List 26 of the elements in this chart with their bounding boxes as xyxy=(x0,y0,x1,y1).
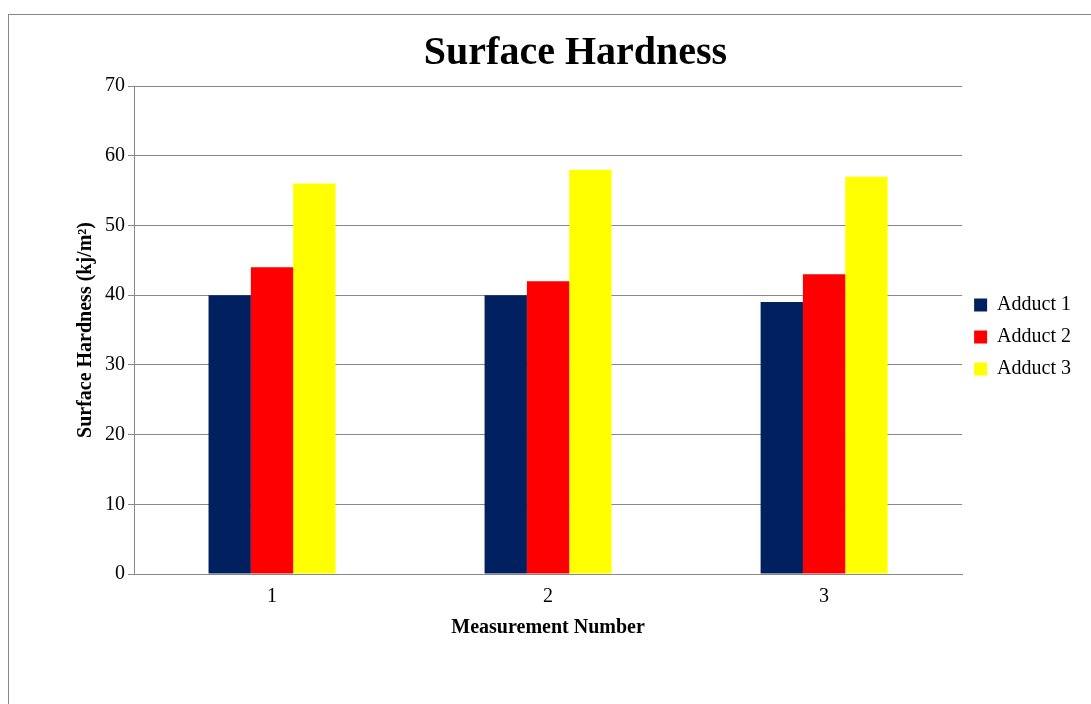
x-axis-title: Measurement Number xyxy=(451,615,645,638)
legend-label: Adduct 2 xyxy=(997,324,1072,347)
y-tick-label: 50 xyxy=(105,212,125,235)
bar xyxy=(802,274,846,574)
y-tick-label: 30 xyxy=(105,352,125,375)
y-tick-label: 20 xyxy=(105,421,125,444)
bar xyxy=(760,302,803,574)
bar xyxy=(569,169,612,574)
bar xyxy=(250,267,294,574)
x-tick-label: 1 xyxy=(267,584,278,607)
bar xyxy=(845,176,888,574)
x-tick-label: 2 xyxy=(543,584,554,607)
y-tick-label: 10 xyxy=(105,491,125,514)
bar xyxy=(293,183,336,574)
x-tick-label: 3 xyxy=(819,584,830,607)
legend-label: Adduct 3 xyxy=(997,356,1072,379)
bar xyxy=(526,281,570,574)
y-tick-label: 40 xyxy=(105,282,125,305)
bar xyxy=(484,295,527,574)
y-axis-title: Surface Hardness (kj/m²) xyxy=(73,222,97,438)
bar xyxy=(208,295,251,574)
legend-label: Adduct 1 xyxy=(997,292,1072,315)
y-tick-label: 60 xyxy=(105,142,125,165)
y-tick-label: 70 xyxy=(105,73,125,96)
y-tick-label: 0 xyxy=(115,561,125,584)
chart-title: Surface Hardness xyxy=(423,28,728,74)
